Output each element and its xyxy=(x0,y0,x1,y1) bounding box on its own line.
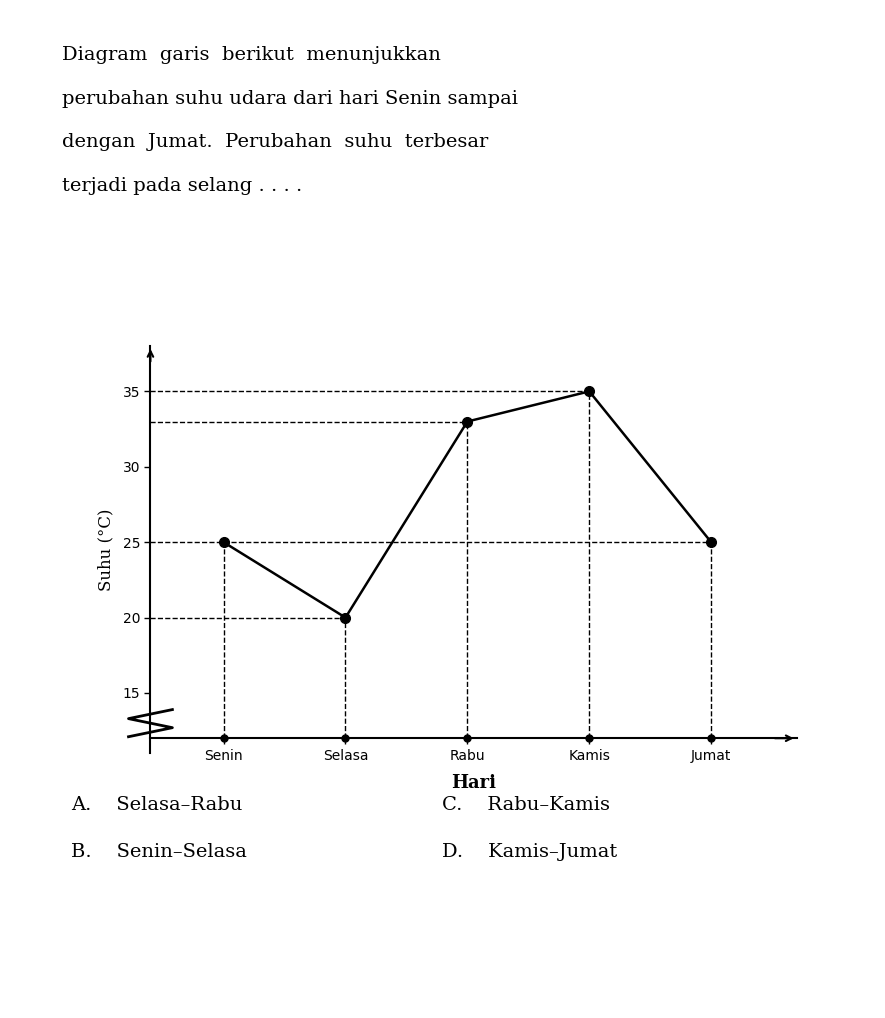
X-axis label: Hari: Hari xyxy=(451,774,496,792)
Text: D.    Kamis–Jumat: D. Kamis–Jumat xyxy=(442,843,618,861)
Text: dengan  Jumat.  Perubahan  suhu  terbesar: dengan Jumat. Perubahan suhu terbesar xyxy=(62,133,489,152)
Text: A.    Selasa–Rabu: A. Selasa–Rabu xyxy=(71,796,242,814)
Text: Diagram  garis  berikut  menunjukkan: Diagram garis berikut menunjukkan xyxy=(62,46,441,64)
Text: B.    Senin–Selasa: B. Senin–Selasa xyxy=(71,843,247,861)
Text: perubahan suhu udara dari hari Senin sampai: perubahan suhu udara dari hari Senin sam… xyxy=(62,90,518,108)
Text: C.    Rabu–Kamis: C. Rabu–Kamis xyxy=(442,796,611,814)
Text: terjadi pada selang . . . .: terjadi pada selang . . . . xyxy=(62,177,302,195)
Y-axis label: Suhu (°C): Suhu (°C) xyxy=(97,508,114,591)
